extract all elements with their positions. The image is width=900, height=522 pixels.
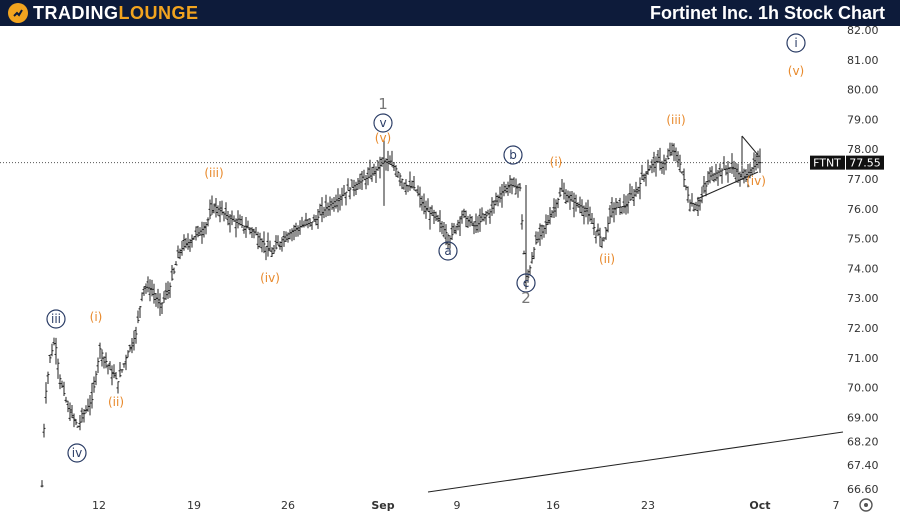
wave-circle: [67, 443, 87, 463]
logo-text-lounge: LOUNGE: [118, 2, 199, 23]
gear-ring: [859, 498, 873, 512]
logo-text-trading: TRADING: [33, 2, 119, 23]
y-tick-label: 82.00: [847, 26, 879, 37]
wave-circle: [503, 145, 523, 165]
wave-label: (v): [788, 64, 804, 78]
y-axis: 82.00 81.00 80.00 79.00 78.00 77.00 76.00 75.00…: [810, 26, 884, 496]
wave-label: (ii): [108, 395, 124, 409]
chart-title: Fortinet Inc. 1h Stock Chart: [649, 3, 885, 23]
x-tick-label: 7: [833, 499, 840, 512]
triangle-lower-line: [696, 171, 759, 200]
wave-label: (iii): [666, 113, 685, 127]
wave-circle-text: iv: [72, 446, 82, 460]
y-tick-label: 73.00: [847, 292, 879, 305]
wave-label: 2: [521, 289, 531, 307]
wave-circle-text: c: [523, 276, 530, 290]
wave-label-circle: i: [786, 33, 806, 53]
x-tick-label: 12: [92, 499, 106, 512]
wave-label-circle: c: [516, 273, 536, 293]
y-tick-label: 66.60: [847, 483, 879, 496]
wave-label: (i): [90, 310, 103, 324]
wave-label-circle: b: [503, 145, 523, 165]
wave-circle-text: iii: [51, 312, 61, 326]
logo-text: TRADINGLOUNGE: [33, 3, 199, 24]
y-tick-label: 75.00: [847, 233, 879, 246]
x-tick-label: 26: [281, 499, 295, 512]
logo-mark-icon: [8, 3, 28, 23]
gear-icon: [859, 498, 873, 512]
y-tick-label: 69.00: [847, 411, 879, 424]
x-tick-label: 16: [546, 499, 560, 512]
wave-circle: [373, 113, 393, 133]
y-tick-label: 67.40: [847, 459, 879, 472]
y-tick-label: 68.20: [847, 435, 879, 448]
y-tick-label: 74.00: [847, 262, 879, 275]
y-tick-label: 80.00: [847, 84, 879, 97]
brand-logo: TRADINGLOUNGE: [8, 2, 199, 24]
x-tick-label: 9: [454, 499, 461, 512]
wave-label-circle: v: [373, 113, 393, 133]
wave-label-circle: iii: [46, 309, 66, 329]
wave-label: (i): [550, 155, 563, 169]
y-tick-label: 71.00: [847, 352, 879, 365]
price-chart[interactable]: iiiiv(i)(ii)(iii)(iv)1v(v)abc2(i)(ii)(ii…: [0, 26, 900, 522]
trend-lines: [427, 135, 844, 493]
price-tag-bg: [846, 155, 884, 170]
wave-circle: [516, 273, 536, 293]
wave-label: (ii): [599, 252, 615, 266]
wave-label: (v): [375, 131, 391, 145]
wave-label-circle: iv: [67, 443, 87, 463]
wave-label: (iii): [204, 166, 223, 180]
y-tick-label: 70.00: [847, 382, 879, 395]
wave-circle: [438, 241, 458, 261]
symbol-tag-text: FTNT: [813, 157, 841, 170]
gear-center: [864, 503, 868, 507]
x-tick-label: Oct: [749, 499, 770, 512]
wave-label: 1: [378, 95, 388, 113]
y-tick-label: 81.00: [847, 54, 879, 67]
y-tick-label: 76.00: [847, 203, 879, 216]
wave-label: (iv): [260, 271, 280, 285]
y-tick-label: 72.00: [847, 322, 879, 335]
x-tick-label: 19: [187, 499, 201, 512]
wave-label-circle: a: [438, 241, 458, 261]
header-bar: TRADINGLOUNGE Fortinet Inc. 1h Stock Cha…: [0, 0, 900, 26]
wave-circle-text: b: [509, 148, 517, 162]
support-trendline: [427, 431, 844, 493]
wave-circle-text: a: [444, 244, 451, 258]
wave-circle-text: v: [379, 116, 386, 130]
y-tick-label: 78.00: [847, 143, 879, 156]
y-tick-label: 77.00: [847, 173, 879, 186]
wave-circle-text: i: [794, 36, 797, 50]
wave-label: (iv): [746, 174, 766, 188]
x-axis: 12 19 26 Sep 9 16 23 Oct 7: [92, 498, 873, 512]
symbol-tag-bg: [810, 155, 845, 170]
triangle-upper-line: [741, 135, 759, 156]
last-price-tag: FTNT 77.55: [810, 155, 884, 170]
price-bars: [40, 140, 762, 488]
x-tick-label: 23: [641, 499, 655, 512]
x-tick-label: Sep: [371, 499, 394, 512]
wave-labels: iiiiv(i)(ii)(iii)(iv)1v(v)abc2(i)(ii)(ii…: [46, 33, 806, 463]
wave-circle: [46, 309, 66, 329]
wave-circle: [786, 33, 806, 53]
price-tag-text: 77.55: [849, 157, 881, 170]
y-tick-label: 79.00: [847, 113, 879, 126]
